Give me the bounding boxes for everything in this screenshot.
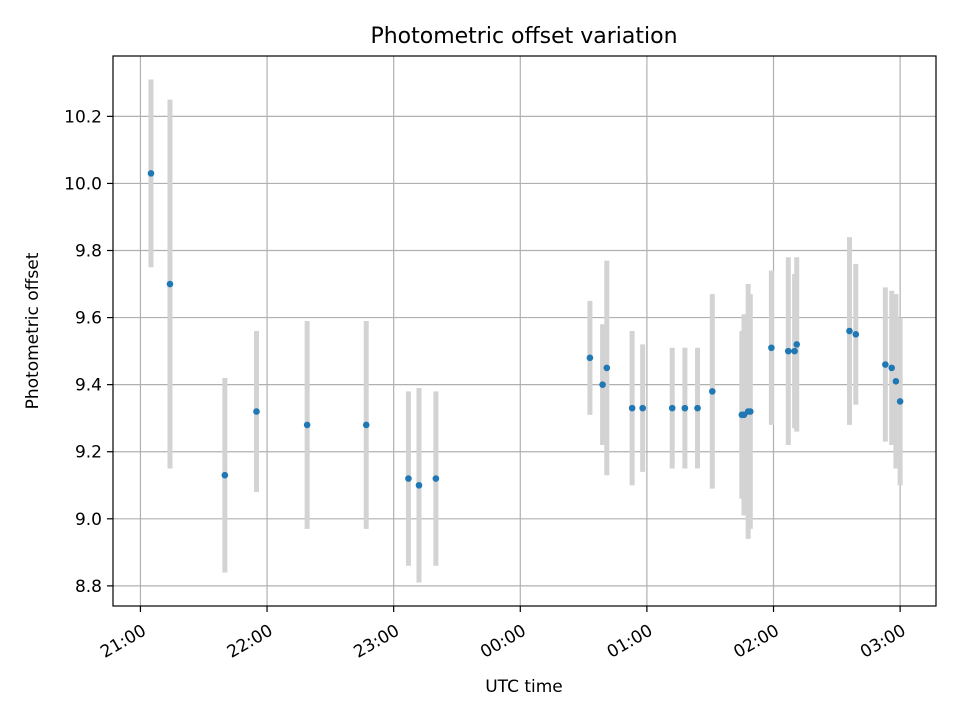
data-point <box>253 408 260 415</box>
y-tick-label: 10.2 <box>64 107 102 127</box>
data-point <box>303 421 311 429</box>
data-point <box>405 475 412 482</box>
y-tick-label: 10.0 <box>64 174 102 194</box>
y-axis: 8.8 9.0 9.2 9.4 9.6 9.8 10.0 10.2 <box>64 107 113 597</box>
data-point <box>852 331 860 338</box>
data-point <box>784 347 792 355</box>
data-point <box>846 327 853 335</box>
data-point <box>882 361 889 368</box>
data-point <box>892 378 900 385</box>
data-point <box>586 354 594 362</box>
y-axis-label: Photometric offset <box>23 252 43 409</box>
x-axis-label: UTC time <box>485 677 563 697</box>
y-tick-label: 9.0 <box>75 510 102 530</box>
data-point <box>681 404 689 412</box>
data-point <box>362 421 370 429</box>
data-point <box>599 381 606 388</box>
data-point <box>896 398 904 405</box>
data-point <box>639 404 646 412</box>
data-point <box>432 475 440 482</box>
data-point <box>603 364 611 372</box>
data-point <box>147 170 155 177</box>
data-point <box>888 364 895 372</box>
data-point <box>415 481 423 489</box>
data-point <box>694 404 701 412</box>
data-point <box>221 471 229 479</box>
data-point <box>628 404 636 412</box>
data-point <box>709 388 716 395</box>
data-points <box>147 170 904 489</box>
data-point <box>793 341 801 348</box>
data-point <box>791 347 798 355</box>
y-tick-label: 9.2 <box>75 443 102 463</box>
y-tick-label: 9.4 <box>75 376 102 396</box>
data-point <box>668 404 676 412</box>
y-tick-label: 9.8 <box>75 242 102 262</box>
chart-title: Photometric offset variation <box>370 24 677 49</box>
data-point <box>746 408 754 415</box>
y-tick-label: 8.8 <box>75 577 102 597</box>
plot-frame <box>112 55 937 607</box>
y-tick-label: 9.6 <box>75 309 102 329</box>
data-point <box>166 280 174 288</box>
data-point <box>768 344 775 352</box>
